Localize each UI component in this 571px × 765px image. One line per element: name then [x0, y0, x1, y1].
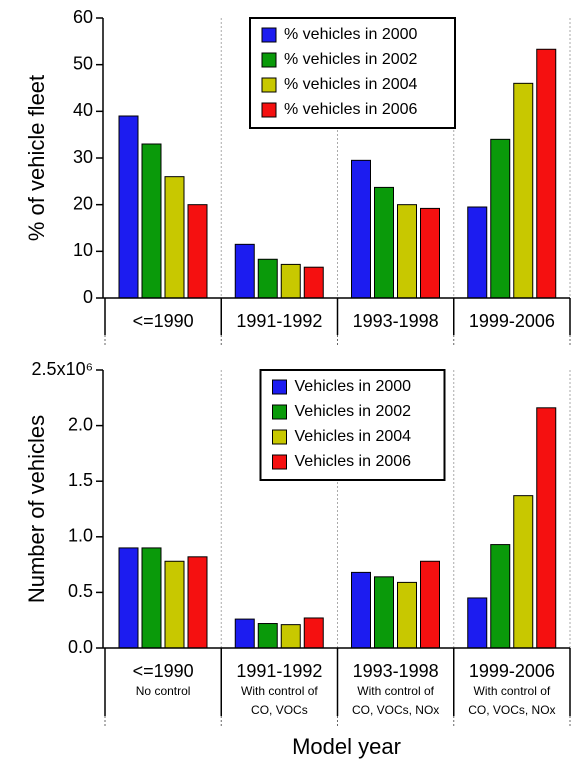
bar	[280, 624, 301, 649]
x-sublabel: CO, VOCs	[251, 703, 308, 717]
legend-label: Vehicles in 2004	[295, 428, 412, 445]
y-tick-label: 1.5	[68, 470, 93, 490]
bar	[187, 204, 208, 299]
x-sublabel: With control of	[241, 684, 318, 698]
y-tick-label: 60	[73, 7, 93, 27]
bar	[374, 576, 394, 649]
bar	[280, 263, 301, 299]
bar	[164, 560, 185, 649]
bar	[164, 176, 185, 299]
bar	[351, 159, 371, 299]
y-tick-label: 0	[83, 287, 93, 307]
bar	[118, 115, 139, 299]
x-tick-label: 1999-2006	[469, 311, 555, 331]
legend-label: Vehicles in 2002	[295, 403, 412, 420]
y-tick-label: 2.0	[68, 414, 93, 434]
y-tick-label: 10	[73, 240, 93, 260]
x-sublabel: With control of	[474, 684, 551, 698]
y-tick-label: 2.5x10⁶	[32, 359, 93, 379]
bar	[141, 143, 162, 299]
bar	[467, 597, 488, 649]
x-tick-label: 1993-1998	[353, 661, 439, 681]
y-tick-label: 1.0	[68, 526, 93, 546]
x-sublabel: CO, VOCs, NOx	[352, 703, 439, 717]
bar	[351, 571, 371, 649]
x-axis-label: Model year	[292, 734, 401, 759]
legend-swatch	[272, 404, 287, 420]
x-sublabel: With control of	[357, 684, 434, 698]
legend-label: % vehicles in 2004	[284, 76, 418, 93]
legend-label: Vehicles in 2000	[295, 378, 412, 395]
bar	[118, 547, 139, 649]
legend-box	[259, 369, 446, 481]
bar	[187, 556, 208, 649]
bar	[420, 560, 440, 649]
legend-box	[249, 17, 456, 129]
x-tick-label: 1993-1998	[353, 311, 439, 331]
bar	[467, 206, 488, 299]
legend-label: % vehicles in 2006	[284, 101, 418, 118]
bar	[257, 258, 278, 299]
bar	[397, 581, 417, 649]
legend-swatch	[272, 429, 287, 445]
x-tick-label: 1991-1992	[236, 311, 322, 331]
x-sublabel: No control	[136, 684, 191, 698]
y-tick-label: 0.0	[68, 637, 93, 657]
legend-label: % vehicles in 2002	[284, 51, 418, 68]
bar	[420, 207, 440, 299]
bar	[234, 618, 255, 649]
x-tick-label: <=1990	[133, 661, 194, 681]
legend-label: % vehicles in 2000	[284, 26, 418, 43]
bar	[490, 138, 511, 299]
legend-label: Vehicles in 2006	[295, 453, 412, 470]
x-tick-label: 1999-2006	[469, 661, 555, 681]
bar	[397, 204, 417, 299]
x-tick-label: <=1990	[133, 311, 194, 331]
legend-swatch	[272, 379, 287, 395]
legend-swatch	[272, 454, 287, 470]
y-tick-label: 0.5	[68, 581, 93, 601]
bar	[303, 617, 324, 649]
bar	[141, 547, 162, 649]
bar	[536, 48, 557, 299]
bar	[490, 544, 511, 649]
legend-swatch	[261, 77, 277, 93]
bar	[513, 495, 534, 649]
y-tick-label: 40	[73, 100, 93, 120]
legend-swatch	[261, 27, 277, 43]
bar	[303, 266, 324, 299]
x-sublabel: CO, VOCs, NOx	[468, 703, 555, 717]
bar	[374, 186, 394, 299]
y-tick-label: 50	[73, 53, 93, 73]
x-tick-label: 1991-1992	[236, 661, 322, 681]
y-tick-label: 30	[73, 147, 93, 167]
bar	[257, 623, 278, 649]
legend-swatch	[261, 102, 277, 118]
legend-swatch	[261, 52, 277, 68]
bar	[536, 407, 557, 649]
bar	[234, 243, 255, 299]
bar	[513, 82, 534, 299]
y-axis-label: Number of vehicles	[24, 415, 49, 603]
y-axis-label: % of vehicle fleet	[24, 75, 49, 241]
y-tick-label: 20	[73, 193, 93, 213]
